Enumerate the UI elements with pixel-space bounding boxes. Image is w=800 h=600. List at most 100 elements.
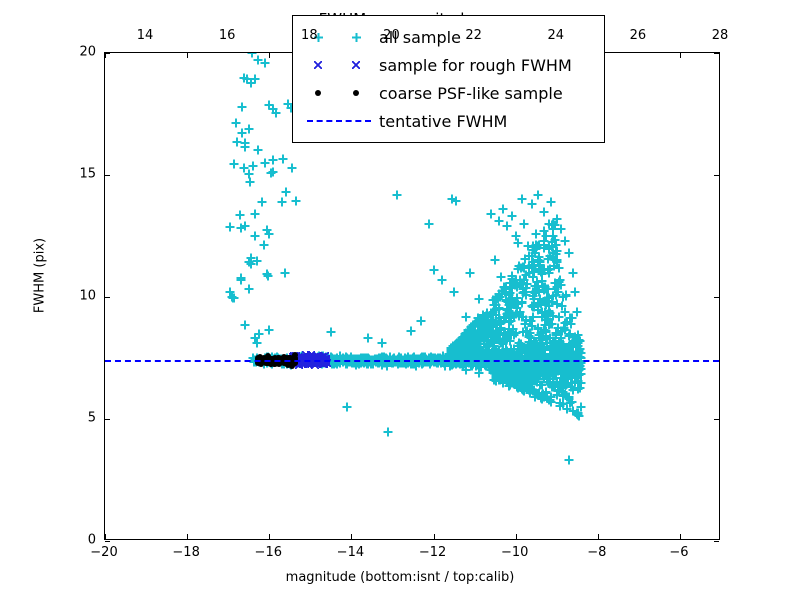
data-point <box>556 350 566 360</box>
data-point <box>489 341 499 351</box>
data-point <box>488 362 497 372</box>
data-point <box>542 365 552 375</box>
legend-label: tentative FWHM <box>379 111 508 131</box>
data-point <box>500 369 510 379</box>
data-point <box>518 327 528 337</box>
data-point <box>563 349 573 359</box>
data-point <box>481 325 491 335</box>
data-point <box>475 333 485 343</box>
data-point <box>465 328 475 338</box>
data-point <box>511 231 521 241</box>
data-point <box>464 342 474 352</box>
data-point <box>573 410 583 420</box>
data-point <box>553 342 563 352</box>
data-point <box>496 318 506 328</box>
data-point <box>523 377 533 387</box>
data-point <box>363 333 373 343</box>
data-point <box>536 348 546 358</box>
data-point <box>539 325 548 335</box>
data-point <box>505 336 515 346</box>
data-point <box>536 368 546 378</box>
data-point <box>268 155 278 165</box>
data-point <box>526 316 536 326</box>
data-point <box>477 333 487 342</box>
data-point <box>467 325 477 335</box>
data-point <box>498 373 508 383</box>
data-point <box>463 335 473 345</box>
data-point <box>490 364 500 374</box>
data-point <box>550 366 560 376</box>
data-point <box>478 332 488 342</box>
data-point <box>554 337 564 347</box>
data-point <box>446 343 456 353</box>
data-point <box>512 303 522 313</box>
data-point <box>446 347 456 357</box>
data-point <box>471 361 481 371</box>
data-point <box>543 365 553 375</box>
data-point <box>421 354 431 364</box>
data-point <box>483 331 493 341</box>
chart-legend[interactable]: all sample sample for rough FWHM coarse PS… <box>292 15 605 143</box>
data-point <box>538 350 548 360</box>
data-point <box>326 327 336 337</box>
data-point <box>463 329 473 339</box>
legend-item-coarse-psf-like-sample[interactable]: coarse PSF-like sample <box>299 79 595 107</box>
data-point <box>518 288 528 298</box>
data-point <box>416 316 426 326</box>
data-point <box>519 370 529 380</box>
data-point <box>523 384 533 394</box>
data-point <box>531 362 541 372</box>
legend-item-tentative-fwhm[interactable]: tentative FWHM <box>299 107 595 135</box>
data-point <box>546 366 556 376</box>
legend-item-sample-for-rough-fwhm[interactable]: sample for rough FWHM <box>299 51 595 79</box>
data-point <box>541 387 551 397</box>
data-point <box>552 282 562 292</box>
data-point <box>451 344 461 354</box>
data-point <box>291 352 298 359</box>
data-point <box>523 379 533 389</box>
data-point <box>498 339 508 349</box>
data-point <box>434 354 444 364</box>
data-point <box>462 337 472 347</box>
data-point <box>537 380 546 390</box>
data-point <box>545 362 555 372</box>
data-point <box>554 350 564 360</box>
data-point <box>505 380 515 390</box>
data-point <box>506 297 516 307</box>
data-point <box>501 361 511 371</box>
data-point <box>491 310 501 320</box>
data-point <box>514 311 524 321</box>
data-point <box>528 386 538 396</box>
data-point <box>466 322 476 332</box>
data-point <box>484 340 494 350</box>
data-point <box>505 376 515 386</box>
data-point <box>495 329 505 339</box>
data-point <box>463 337 473 347</box>
data-point <box>471 318 481 328</box>
data-point <box>558 363 568 373</box>
data-point <box>545 362 555 372</box>
data-point <box>462 336 472 346</box>
data-point <box>534 368 544 378</box>
data-point <box>456 347 466 357</box>
dot-icon <box>315 90 321 96</box>
data-point <box>536 343 546 353</box>
data-point <box>556 333 566 343</box>
data-point <box>560 236 570 246</box>
y-tick <box>105 297 110 298</box>
data-point <box>466 345 476 355</box>
data-point <box>527 251 537 261</box>
data-point <box>491 365 501 375</box>
data-point <box>564 369 574 379</box>
data-point <box>558 348 568 358</box>
data-point <box>455 346 465 356</box>
data-point <box>548 365 558 375</box>
data-point <box>540 320 550 330</box>
data-point <box>494 349 504 359</box>
data-point <box>524 332 534 342</box>
data-point <box>500 348 510 358</box>
data-point <box>535 345 545 355</box>
data-point <box>528 291 538 301</box>
data-point <box>491 376 501 386</box>
data-point <box>491 373 501 383</box>
